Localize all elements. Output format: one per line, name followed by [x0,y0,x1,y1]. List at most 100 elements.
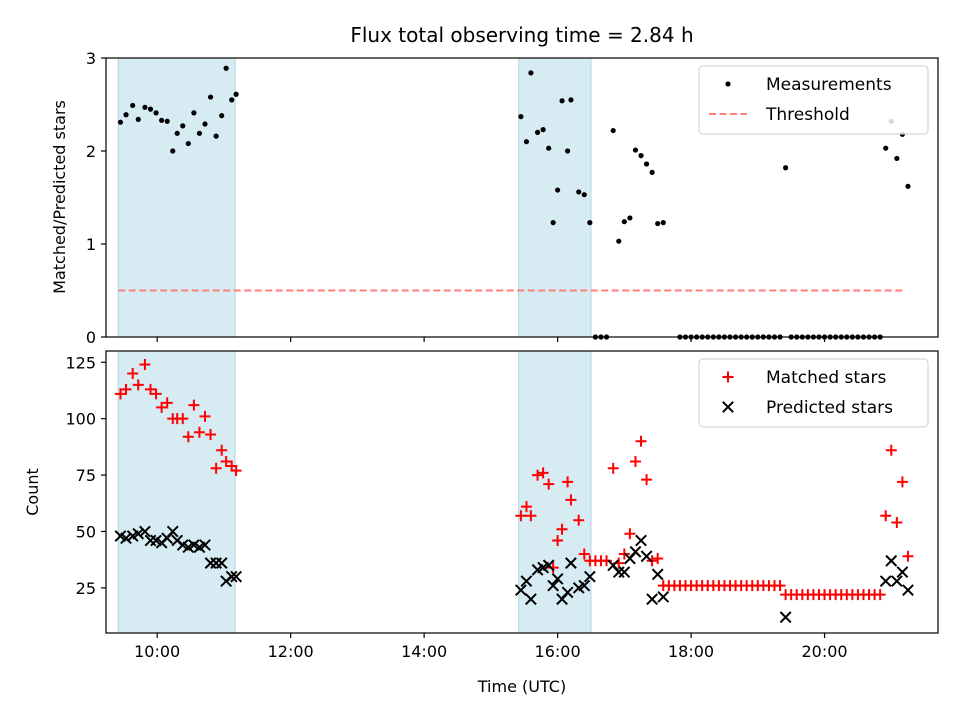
top-y-tick-label-2: 2 [86,142,96,161]
top-series-0-point-88 [894,155,900,162]
top-y-tick-label-1: 1 [86,235,96,254]
bottom-series-0-point-23 [520,501,532,513]
top-series-0-point-44 [638,153,644,159]
top-series-0-point-86 [883,145,889,151]
chart-title: Flux total observing time = 2.84 h [350,23,693,47]
top-series-0-point-39 [610,127,616,134]
top-plot-frame [105,57,939,338]
top-series-0-point-27 [546,145,552,151]
bottom-series-0-point-39 [607,462,619,474]
bottom-series-0-point-7 [156,401,168,413]
top-panel: 0 1 2 3 Measurements Threshold [86,49,939,347]
top-series-0-point-34 [581,192,587,198]
bottom-series-0-point-34 [578,548,590,560]
x-tick-label-1: 12:00 [268,642,314,661]
top-series-0-point-21 [233,91,239,97]
bottom-series-1-point-50 [896,566,909,578]
top-series-0-point-9 [170,148,176,154]
bottom-series-1-point-34 [578,579,591,592]
bottom-series-0-point-3 [132,379,144,391]
x-tick-label-5: 20:00 [801,642,847,661]
bottom-series-0-point-5 [144,383,156,395]
top-series-0-point-10 [174,130,180,136]
bottom-series-0-point-69 [774,580,786,592]
bottom-series-1-point-43 [646,593,659,606]
bottom-series-0-point-29 [552,535,564,547]
top-series-0-point-48 [660,220,666,226]
bottom-plot-frame [105,350,939,634]
top-series-0-point-13 [191,110,197,116]
bottom-series-0-point-12 [182,431,194,443]
bottom-highlight-span-0 [117,350,236,634]
top-series-0-point-24 [528,70,534,76]
bottom-series-0-point-45 [641,474,653,486]
top-series-0-point-68 [783,165,789,171]
bottom-series-1-point-45 [657,590,670,603]
top-series-0-point-41 [621,219,627,225]
top-series-0-point-22 [518,113,524,120]
top-series-0-point-1 [123,112,129,118]
bottom-series-1-point-44 [651,568,664,581]
top-series-0-point-23 [523,139,530,145]
top-series-0-point-20 [229,97,235,103]
bottom-series-0-point-89 [885,444,897,456]
top-series-0-point-0 [117,119,124,125]
bottom-series-1-point-23 [520,575,533,588]
bottom-y-tick-label-3: 100 [65,410,96,429]
bottom-series-0-point-13 [188,399,200,411]
top-series-0-point-4 [142,104,148,110]
bottom-y-tick-label-2: 75 [76,466,96,485]
bottom-series-1-point-24 [524,593,537,606]
bottom-series-1-point-9 [166,525,179,538]
bottom-series-0-point-27 [543,478,555,490]
top-series-0-point-6 [153,110,159,116]
bottom-series-0-point-4 [139,359,151,371]
bottom-series-1-point-46 [779,611,792,624]
top-series-0-point-29 [554,187,561,193]
bottom-series-0-point-42 [624,528,636,540]
top-series-0-point-3 [135,116,141,122]
top-series-0-point-42 [627,215,633,221]
bottom-series-1-point-42 [640,550,653,563]
top-legend-swatch-0 [725,81,731,87]
bottom-series-0-point-24 [525,510,537,522]
top-series-0-point-11 [180,123,186,129]
bottom-series-1-point-27 [542,559,555,572]
bottom-series-0-point-87 [874,589,886,601]
bottom-series-0-point-18 [216,444,228,456]
bottom-legend-label-0: Matched stars [766,368,886,388]
top-series-0-point-19 [223,65,229,71]
top-series-0-point-45 [643,161,650,167]
bottom-legend-label-1: Predicted stars [766,398,893,418]
top-series-0-point-35 [587,220,593,226]
bottom-series-0-point-16 [205,428,217,440]
x-tick-label-3: 16:00 [535,642,581,661]
bottom-series-0-point-28 [547,562,559,574]
bottom-series-0-point-92 [902,550,914,562]
bottom-series-1-point-4 [139,525,151,538]
top-y-tick-label-0: 0 [86,328,96,347]
bottom-series-0-point-15 [199,410,211,422]
bottom-series-1-point-28 [547,579,560,592]
top-highlight-span-0 [117,57,236,338]
top-series-0-point-8 [164,118,170,124]
bottom-series-0-point-21 [230,465,242,477]
bottom-legend-swatch-0 [722,371,734,383]
top-series-0-point-32 [568,97,574,103]
top-y-axis-label: Matched/Predicted stars [50,100,69,294]
top-series-0-point-31 [565,148,571,154]
top-highlight-span-1 [518,57,592,338]
bottom-series-0-point-38 [601,555,613,567]
bottom-legend-swatch-1 [722,401,734,413]
bottom-series-0-point-25 [532,469,544,481]
bottom-series-1-point-3 [132,527,145,540]
bottom-series-0-point-22 [515,510,527,522]
top-series-0-point-26 [540,127,546,133]
bottom-series-0-point-2 [127,368,139,380]
bottom-series-1-point-48 [885,554,898,567]
top-series-0-point-18 [219,113,225,119]
bottom-y-axis-label: Count [23,468,42,516]
bottom-panel: 25 50 75 100 125 10:00 12:00 14:00 16:00 18:00 20:… [65,350,939,661]
x-axis-label: Time (UTC) [477,677,566,696]
